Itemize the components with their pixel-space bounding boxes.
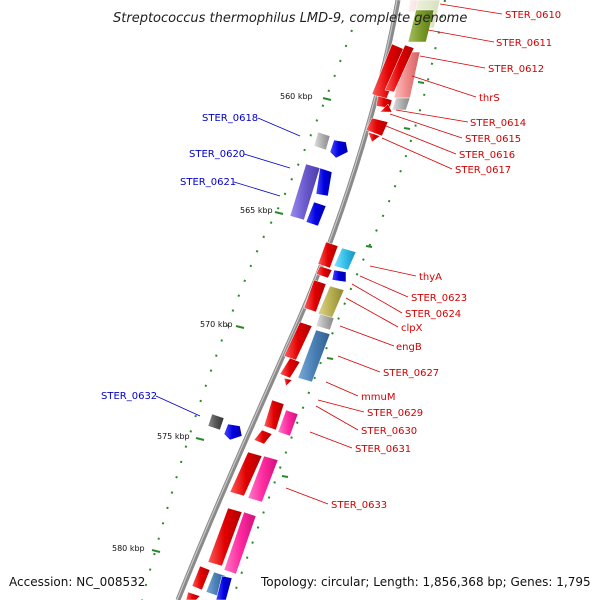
label-ster-0627: STER_0627 — [383, 368, 439, 379]
gene-ster-0627-steel — [297, 329, 331, 383]
ruler-labels: 560 kbp 565 kbp 570 kbp 575 kbp 580 kbp — [112, 92, 313, 553]
gene-ster-0636 — [191, 565, 211, 591]
gene-ster-0633-pink — [247, 455, 279, 503]
gene-ster-0618 — [313, 131, 331, 151]
label-ster-0629: STER_0629 — [367, 408, 423, 419]
gene-thya — [317, 241, 339, 269]
ruler-label-570: 570 kbp — [200, 320, 233, 329]
ruler-label-575: 575 kbp — [157, 432, 190, 441]
label-ster-0624: STER_0624 — [405, 309, 461, 320]
label-thya: thyA — [419, 272, 442, 283]
gene-ster-0620-b — [315, 167, 333, 197]
gene-ster-0621 — [305, 201, 327, 227]
gene-ticks — [281, 81, 425, 478]
gene-ster-0630 — [277, 409, 299, 437]
gene-thrs-b — [384, 44, 415, 93]
label-ster-0632: STER_0632 — [101, 391, 157, 402]
gene-ster-0627-red — [283, 321, 313, 361]
gene-ster-0616 — [367, 131, 381, 143]
label-ster-0612: STER_0612 — [488, 64, 544, 75]
label-ster-0614: STER_0614 — [470, 118, 526, 129]
label-ster-0611: STER_0611 — [496, 38, 552, 49]
gene-ster-0634-pink — [223, 511, 257, 575]
label-ster-0617: STER_0617 — [455, 165, 511, 176]
gene-ster-0628 — [279, 357, 301, 379]
gene-ster-0620 — [289, 163, 321, 221]
label-ster-0620: STER_0620 — [189, 149, 245, 160]
map-title: Streptococcus thermophilus LMD-9, comple… — [113, 11, 467, 26]
gene-ster-0611 — [407, 9, 435, 43]
gene-thya-cyan — [333, 247, 357, 271]
label-engb: engB — [396, 342, 422, 353]
inner-dotted-ring — [141, 29, 353, 600]
label-thrs: thrS — [479, 93, 500, 104]
label-ster-0615: STER_0615 — [465, 134, 521, 145]
labels-right: STER_0610 STER_0611 STER_0612 thrS STER_… — [331, 10, 561, 511]
gene-ster-0633-red — [229, 451, 263, 497]
genome-backbone-highlight — [176, 0, 398, 600]
gene-ster-0632-b — [223, 423, 243, 441]
ruler-label-560: 560 kbp — [280, 92, 313, 101]
label-ster-0621: STER_0621 — [180, 177, 236, 188]
gene-ster-0617 — [379, 103, 393, 113]
gene-ster-0631 — [253, 429, 273, 445]
genome-summary-text: Topology: circular; Length: 1,856,368 bp… — [260, 575, 591, 589]
accession-text: Accession: NC_008532 — [9, 575, 145, 589]
gene-ster-0615 — [365, 117, 389, 137]
gene-ster-0623 — [315, 265, 333, 279]
label-ster-0616: STER_0616 — [459, 150, 515, 161]
gene-ster-0634-red — [207, 507, 243, 567]
gene-ster-0614 — [375, 95, 393, 109]
label-ster-0610: STER_0610 — [505, 10, 561, 21]
ruler-label-580: 580 kbp — [112, 544, 145, 553]
gene-ster-0638 — [185, 591, 201, 600]
outer-track-genes — [185, 0, 441, 600]
genome-backbone — [175, 0, 401, 600]
gene-ster-0629 — [263, 399, 285, 431]
gene-engb — [315, 313, 335, 331]
gene-clpx — [303, 279, 327, 313]
gene-ster-0612-grey — [391, 97, 411, 111]
gene-ster-0619 — [329, 139, 349, 159]
label-ster-0618: STER_0618 — [202, 113, 258, 124]
gene-ster-0637 — [215, 575, 233, 600]
gene-ster-0632 — [207, 413, 225, 431]
label-ster-0630: STER_0630 — [361, 426, 417, 437]
leader-lines-right — [285, 3, 503, 505]
gene-mmum — [283, 377, 293, 387]
ruler-label-565: 565 kbp — [240, 206, 273, 215]
gene-ster-0624 — [331, 269, 347, 283]
label-mmum: mmuM — [361, 392, 395, 403]
outer-dotted-ring — [231, 0, 446, 600]
leader-lines-left — [155, 117, 301, 417]
label-ster-0633: STER_0633 — [331, 500, 387, 511]
labels-left: STER_0618 STER_0620 STER_0621 STER_0632 — [101, 113, 258, 402]
label-ster-0631: STER_0631 — [355, 444, 411, 455]
ruler-ticks — [151, 97, 332, 553]
label-ster-0623: STER_0623 — [411, 293, 467, 304]
label-clpx: clpX — [401, 323, 423, 334]
